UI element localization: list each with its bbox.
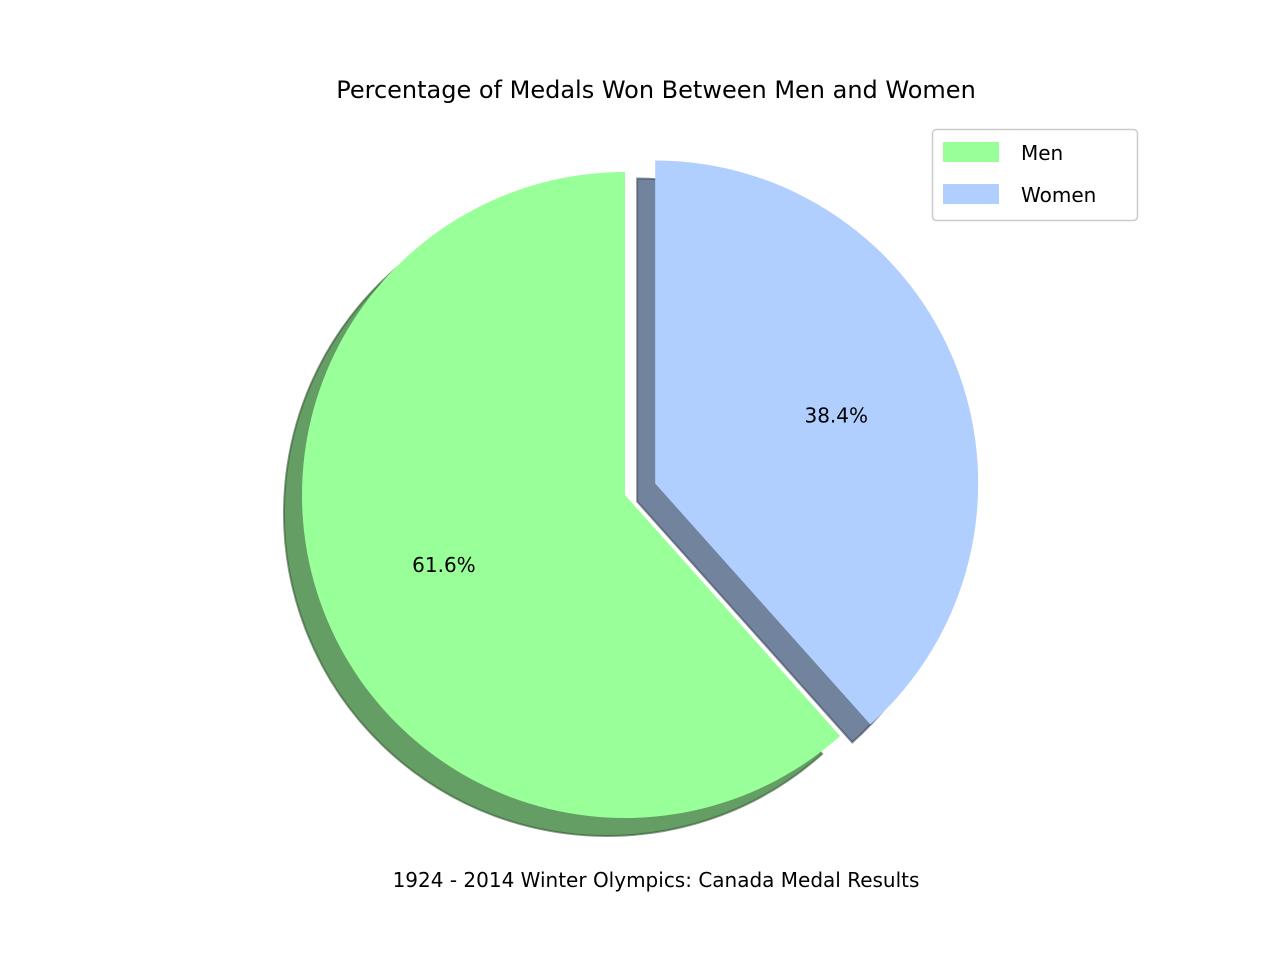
legend-label-women: Women	[1021, 183, 1096, 207]
pie-slices	[301, 160, 979, 818]
slice-label-women: 38.4%	[804, 403, 868, 427]
legend-label-men: Men	[1021, 141, 1063, 165]
x-axis-label: 1924 - 2014 Winter Olympics: Canada Meda…	[393, 868, 920, 892]
legend: Men Women	[931, 128, 1139, 222]
slice-men	[301, 172, 841, 818]
slice-label-men: 61.6%	[412, 553, 476, 577]
legend-swatch-men	[943, 142, 999, 162]
chart-title: Percentage of Medals Won Between Men and…	[336, 76, 976, 104]
pie-slice-labels: 61.6% 38.4%	[412, 403, 868, 577]
slice-women	[655, 160, 979, 725]
legend-entries: Men Women	[943, 141, 1096, 207]
legend-swatch-women	[943, 184, 999, 204]
